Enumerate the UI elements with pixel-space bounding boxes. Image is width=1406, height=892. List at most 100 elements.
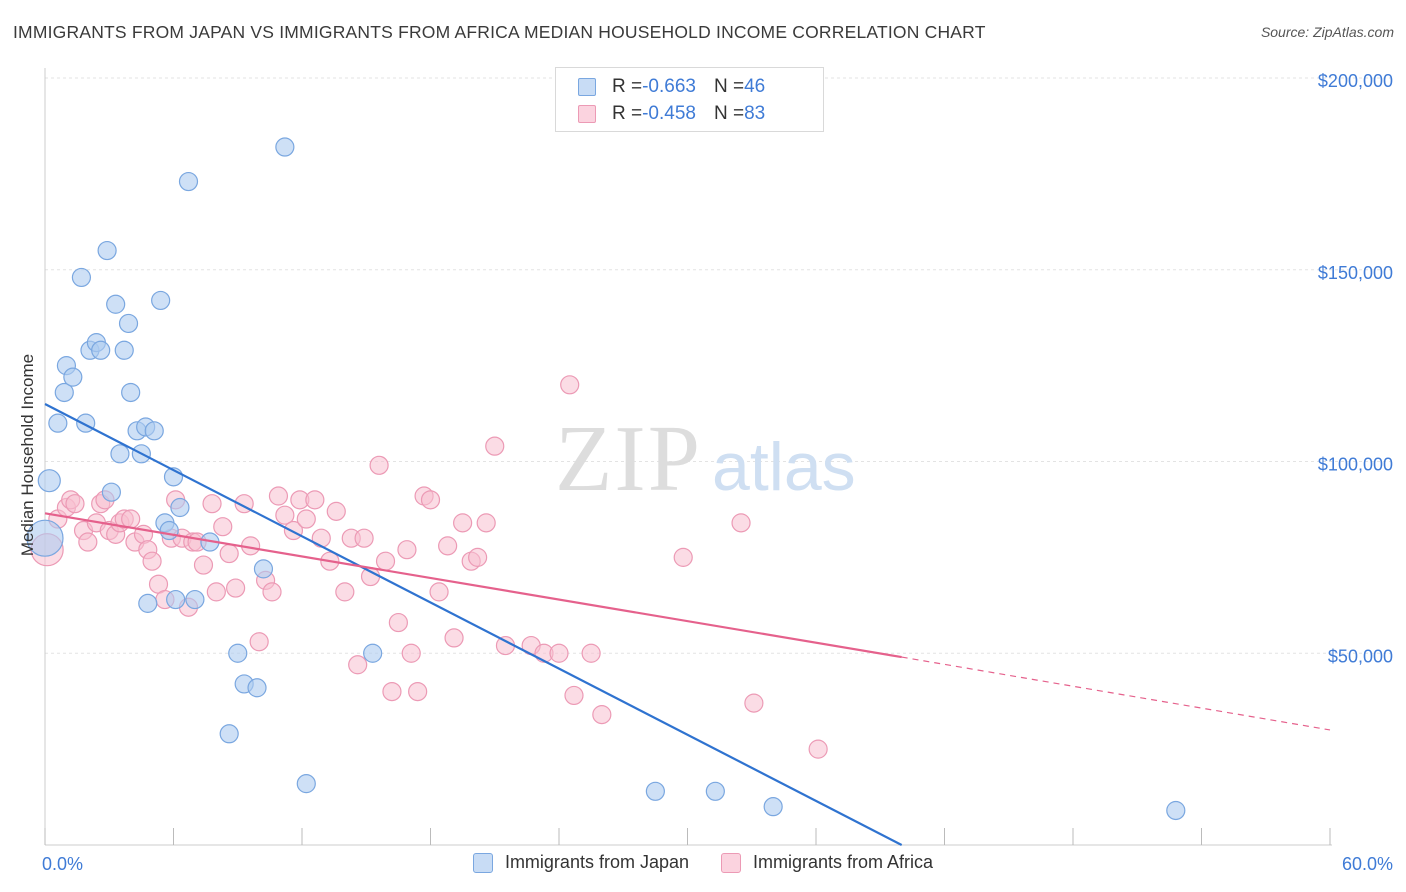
legend-r-label: R = bbox=[612, 103, 643, 124]
data-point-africa bbox=[581, 643, 601, 663]
data-point-japan bbox=[763, 797, 783, 817]
x-tick-label: 0.0% bbox=[42, 854, 83, 874]
data-point-japan bbox=[705, 781, 725, 801]
legend-swatch-japan bbox=[472, 852, 493, 873]
data-point-africa bbox=[397, 540, 417, 560]
legend-r-value: -0.663 bbox=[642, 76, 696, 97]
data-point-japan bbox=[101, 482, 121, 502]
data-point-africa bbox=[275, 505, 295, 525]
data-point-africa bbox=[382, 681, 402, 702]
data-point-africa bbox=[311, 528, 331, 548]
grid-layer bbox=[45, 77, 1395, 654]
data-point-japan bbox=[178, 171, 199, 192]
data-point-japan bbox=[1166, 800, 1186, 821]
data-point-africa bbox=[360, 566, 381, 587]
data-point-japan bbox=[166, 589, 186, 610]
data-point-japan bbox=[118, 313, 139, 334]
data-point-japan bbox=[363, 643, 383, 663]
data-point-japan bbox=[97, 240, 117, 261]
data-point-africa bbox=[429, 582, 449, 602]
data-point-africa bbox=[193, 555, 214, 575]
y-tick-label: $100,000 bbox=[1318, 455, 1393, 475]
data-point-africa bbox=[401, 643, 421, 663]
data-point-africa bbox=[219, 543, 239, 564]
data-point-africa bbox=[438, 536, 458, 556]
data-point-africa bbox=[495, 635, 516, 656]
legend-swatch-africa bbox=[578, 105, 596, 123]
trend-line-africa bbox=[44, 512, 902, 659]
legend-label-africa: Immigrants from Africa bbox=[753, 852, 934, 872]
x-tick-label: 60.0% bbox=[1342, 854, 1393, 874]
data-point-africa bbox=[549, 643, 569, 663]
data-point-africa bbox=[673, 547, 693, 567]
legend-r-value: -0.458 bbox=[642, 103, 696, 124]
legend-n-label: N = bbox=[713, 103, 745, 124]
chart-title: IMMIGRANTS FROM JAPAN VS IMMIGRANTS FROM… bbox=[13, 22, 986, 42]
data-point-africa bbox=[348, 655, 368, 675]
data-point-japan bbox=[76, 413, 96, 433]
data-point-africa bbox=[121, 509, 141, 529]
data-point-africa bbox=[78, 532, 98, 552]
data-point-africa bbox=[731, 513, 751, 533]
trend-line-japan bbox=[44, 402, 903, 846]
data-point-africa bbox=[408, 681, 428, 702]
trend-lines bbox=[44, 402, 1331, 846]
data-point-japan bbox=[26, 519, 64, 557]
data-point-japan bbox=[151, 290, 171, 311]
data-point-japan bbox=[71, 267, 92, 288]
legend-swatch-africa bbox=[721, 852, 741, 873]
data-point-africa bbox=[375, 551, 396, 571]
data-point-africa bbox=[354, 528, 374, 548]
series-legend: Immigrants from Japan Immigrants from Af… bbox=[0, 852, 1406, 873]
data-point-japan bbox=[91, 340, 111, 360]
watermark-atlas: atlas bbox=[712, 429, 856, 505]
legend-row-japan: R = -0.663 N = 46 bbox=[578, 73, 765, 101]
data-point-africa bbox=[808, 739, 828, 759]
data-point-africa bbox=[296, 509, 316, 529]
data-point-japan bbox=[159, 520, 179, 541]
trend-line-africa-extension bbox=[901, 656, 1331, 731]
y-tick-label: $50,000 bbox=[1328, 646, 1393, 666]
source-credit: Source: ZipAtlas.com bbox=[1260, 24, 1394, 40]
y-tick-label: $150,000 bbox=[1318, 263, 1393, 283]
data-point-japan bbox=[253, 559, 274, 579]
data-point-africa bbox=[213, 517, 233, 537]
data-point-japan bbox=[37, 469, 61, 493]
legend-item-africa: Immigrants from Africa bbox=[721, 852, 933, 873]
y-tick-label: $200,000 bbox=[1318, 71, 1393, 91]
data-point-africa bbox=[485, 436, 505, 456]
data-point-africa bbox=[335, 582, 355, 602]
data-point-japan bbox=[110, 444, 130, 464]
data-point-africa bbox=[226, 578, 246, 598]
data-point-africa bbox=[444, 628, 464, 648]
legend-n-label: N = bbox=[713, 76, 745, 97]
watermark-zip: ZIP bbox=[555, 407, 702, 511]
data-point-japan bbox=[54, 382, 74, 403]
data-point-africa bbox=[142, 551, 162, 571]
data-point-africa bbox=[388, 612, 408, 633]
data-point-japan bbox=[170, 497, 190, 518]
data-point-africa bbox=[206, 582, 226, 602]
data-point-africa bbox=[560, 375, 580, 395]
legend-r-label: R = bbox=[612, 76, 643, 97]
data-point-japan bbox=[296, 774, 316, 794]
data-point-japan bbox=[138, 593, 158, 613]
data-point-africa bbox=[65, 494, 85, 514]
correlation-legend: R = -0.663 N = 46 R = -0.458 N = 83 bbox=[555, 67, 824, 132]
data-point-africa bbox=[420, 490, 441, 510]
data-point-japan bbox=[185, 589, 205, 610]
data-point-japan bbox=[106, 294, 126, 314]
data-point-africa bbox=[564, 685, 584, 706]
data-point-japan bbox=[48, 413, 68, 433]
data-point-africa bbox=[326, 501, 346, 521]
data-point-africa bbox=[744, 693, 764, 713]
data-point-africa bbox=[249, 632, 269, 652]
legend-label-japan: Immigrants from Japan bbox=[504, 852, 689, 872]
legend-swatch-japan bbox=[578, 78, 596, 96]
data-point-africa bbox=[202, 494, 222, 514]
data-point-africa bbox=[268, 486, 289, 506]
data-point-africa bbox=[468, 547, 488, 567]
data-point-japan bbox=[121, 382, 141, 403]
y-axis-label: Median Household Income bbox=[18, 353, 37, 557]
